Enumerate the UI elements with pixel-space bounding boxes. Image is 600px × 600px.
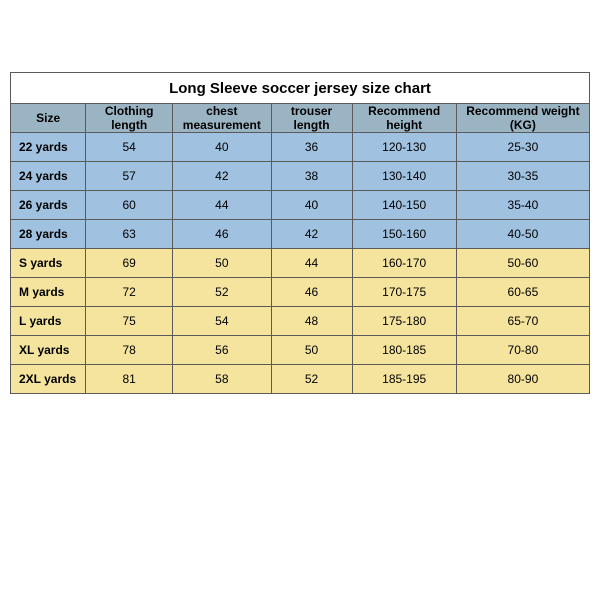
value-cell: 78	[86, 336, 173, 365]
table-row: 24 yards574238130-14030-35	[11, 162, 590, 191]
value-cell: 57	[86, 162, 173, 191]
value-cell: 130-140	[352, 162, 456, 191]
value-cell: 36	[271, 133, 352, 162]
value-cell: 58	[173, 365, 271, 394]
column-header: Recommend weight (KG)	[456, 104, 589, 133]
value-cell: 63	[86, 220, 173, 249]
value-cell: 40-50	[456, 220, 589, 249]
value-cell: 30-35	[456, 162, 589, 191]
value-cell: 40	[271, 191, 352, 220]
table-row: 26 yards604440140-15035-40	[11, 191, 590, 220]
size-cell: 26 yards	[11, 191, 86, 220]
value-cell: 42	[173, 162, 271, 191]
table-header-row: SizeClothing lengthchest measurementtrou…	[11, 104, 590, 133]
size-cell: S yards	[11, 249, 86, 278]
value-cell: 50	[271, 336, 352, 365]
value-cell: 52	[173, 278, 271, 307]
value-cell: 120-130	[352, 133, 456, 162]
value-cell: 175-180	[352, 307, 456, 336]
value-cell: 160-170	[352, 249, 456, 278]
table-row: 2XL yards815852185-19580-90	[11, 365, 590, 394]
table-row: XL yards785650180-18570-80	[11, 336, 590, 365]
value-cell: 48	[271, 307, 352, 336]
value-cell: 25-30	[456, 133, 589, 162]
size-cell: 28 yards	[11, 220, 86, 249]
value-cell: 50-60	[456, 249, 589, 278]
value-cell: 70-80	[456, 336, 589, 365]
chart-title: Long Sleeve soccer jersey size chart	[11, 73, 590, 104]
table-row: M yards725246170-17560-65	[11, 278, 590, 307]
value-cell: 75	[86, 307, 173, 336]
value-cell: 72	[86, 278, 173, 307]
value-cell: 80-90	[456, 365, 589, 394]
table-row: L yards755448175-18065-70	[11, 307, 590, 336]
column-header: Clothing length	[86, 104, 173, 133]
value-cell: 60-65	[456, 278, 589, 307]
value-cell: 46	[271, 278, 352, 307]
table-row: 28 yards634642150-16040-50	[11, 220, 590, 249]
value-cell: 180-185	[352, 336, 456, 365]
size-cell: XL yards	[11, 336, 86, 365]
value-cell: 50	[173, 249, 271, 278]
value-cell: 170-175	[352, 278, 456, 307]
value-cell: 56	[173, 336, 271, 365]
size-cell: L yards	[11, 307, 86, 336]
value-cell: 60	[86, 191, 173, 220]
value-cell: 65-70	[456, 307, 589, 336]
size-cell: 22 yards	[11, 133, 86, 162]
value-cell: 38	[271, 162, 352, 191]
table-row: 22 yards544036120-13025-30	[11, 133, 590, 162]
column-header: trouser length	[271, 104, 352, 133]
column-header: Size	[11, 104, 86, 133]
size-cell: 2XL yards	[11, 365, 86, 394]
value-cell: 185-195	[352, 365, 456, 394]
value-cell: 54	[86, 133, 173, 162]
value-cell: 35-40	[456, 191, 589, 220]
value-cell: 140-150	[352, 191, 456, 220]
size-cell: M yards	[11, 278, 86, 307]
size-cell: 24 yards	[11, 162, 86, 191]
value-cell: 52	[271, 365, 352, 394]
value-cell: 46	[173, 220, 271, 249]
value-cell: 81	[86, 365, 173, 394]
value-cell: 54	[173, 307, 271, 336]
size-chart-container: Long Sleeve soccer jersey size chart Siz…	[10, 72, 590, 394]
column-header: chest measurement	[173, 104, 271, 133]
value-cell: 44	[271, 249, 352, 278]
column-header: Recommend height	[352, 104, 456, 133]
value-cell: 44	[173, 191, 271, 220]
value-cell: 69	[86, 249, 173, 278]
table-title-row: Long Sleeve soccer jersey size chart	[11, 73, 590, 104]
size-chart-table: Long Sleeve soccer jersey size chart Siz…	[10, 72, 590, 394]
value-cell: 40	[173, 133, 271, 162]
value-cell: 42	[271, 220, 352, 249]
value-cell: 150-160	[352, 220, 456, 249]
table-row: S yards695044160-17050-60	[11, 249, 590, 278]
